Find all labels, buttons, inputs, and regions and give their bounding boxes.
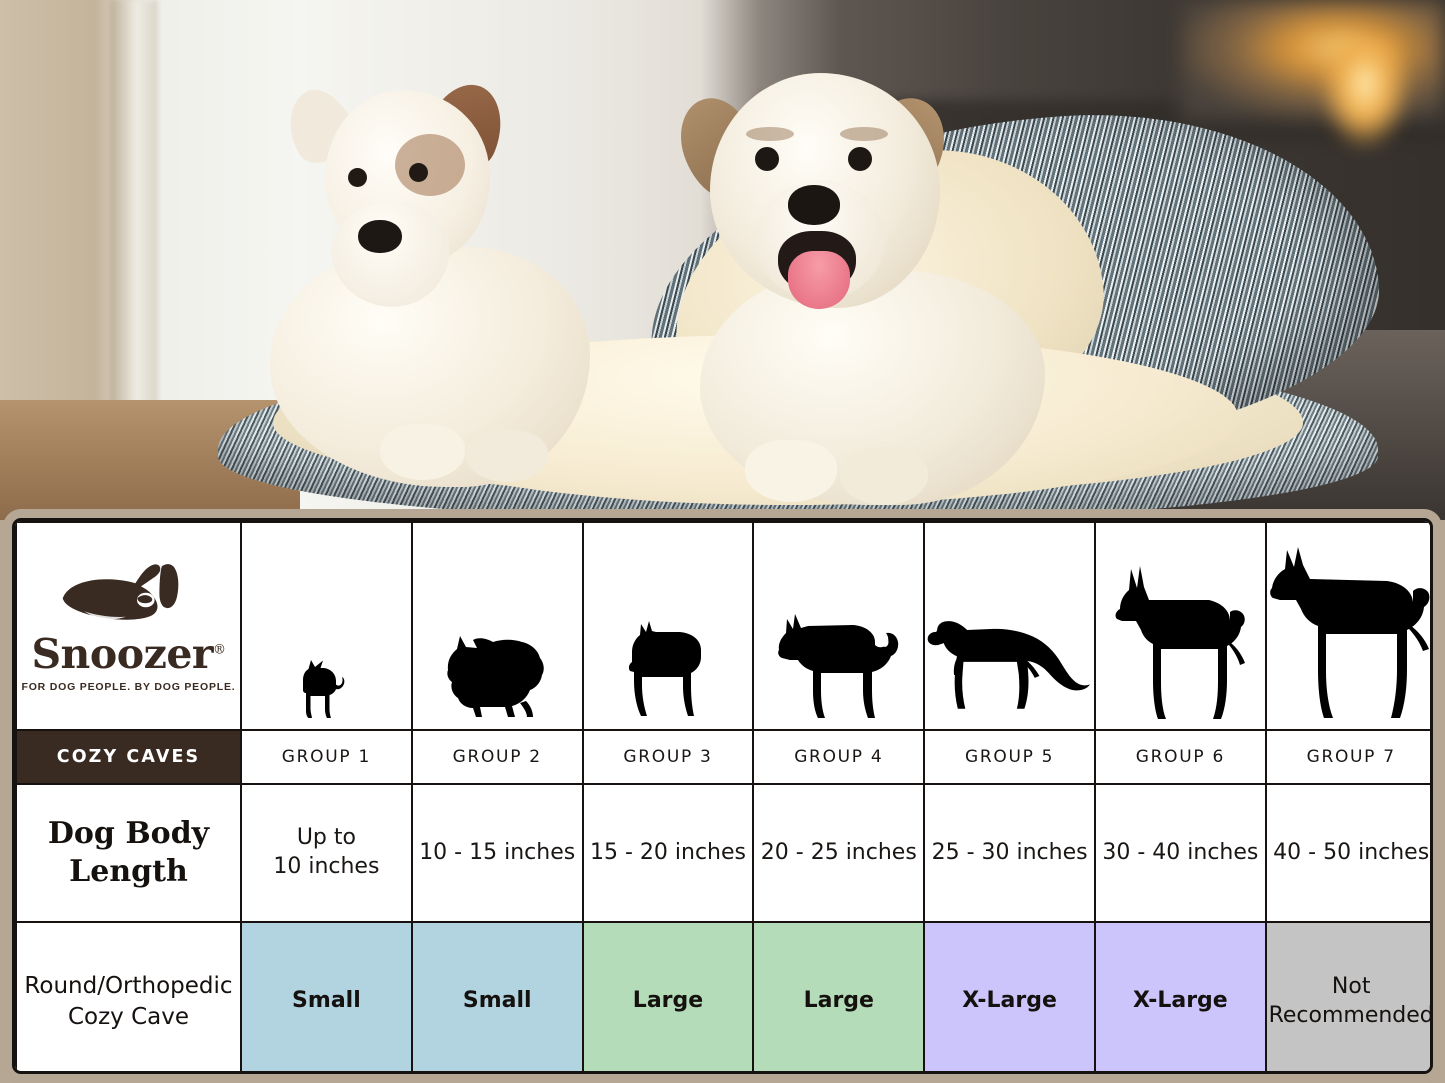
product-row-header: Round/Orthopedic Cozy Cave — [15, 921, 242, 1071]
body-length-value-3: 15 - 20 inches — [589, 839, 746, 865]
body-length-value-4: 20 - 25 inches — [760, 839, 917, 865]
size-chart-table-frame: Snoozer® FOR DOG PEOPLE. BY DOG PEOPLE. — [12, 518, 1433, 1074]
silhouette-cell-group-3 — [581, 521, 755, 731]
dog-right-paw — [745, 440, 837, 502]
body-length-cell-1: Up to 10 inches — [240, 783, 413, 923]
body-length-header-line-2: Length — [69, 854, 188, 889]
recommended-size-value-3: Large — [632, 988, 704, 1014]
golden-retriever-silhouette-icon — [927, 621, 1091, 709]
body-length-value-5: 25 - 30 inches — [931, 839, 1088, 865]
recommended-size-cell-3: Large — [581, 921, 755, 1071]
dog-left-nose — [358, 220, 402, 253]
brand-tagline: FOR DOG PEOPLE. BY DOG PEOPLE. — [21, 680, 236, 693]
dog-photo-right — [660, 55, 1060, 510]
recommended-size-value-4: Large — [803, 988, 874, 1014]
group-header-cell-5: GROUP 5 — [923, 729, 1096, 785]
body-length-value-7: 40 - 50 inches — [1273, 839, 1430, 865]
body-length-cell-5: 25 - 30 inches — [923, 783, 1096, 923]
group-label-row: COZY CAVES GROUP 1 GROUP 2 GROUP 3 GROUP… — [15, 729, 1430, 785]
cozy-caves-label: COZY CAVES — [56, 747, 201, 767]
flame-icon — [1320, 40, 1410, 150]
dog-right-paw — [840, 447, 928, 505]
product-header-line-1: Round/Orthopedic — [24, 973, 233, 1000]
recommended-size-cell-1: Small — [240, 921, 413, 1071]
dog-left-eye — [409, 163, 428, 182]
body-length-header-line-1: Dog Body — [47, 816, 210, 852]
brand-wordmark-text: Snoozer — [31, 629, 214, 678]
group-label-3: GROUP 3 — [623, 747, 713, 767]
recommended-size-cell-2: Small — [410, 921, 584, 1071]
dog-right-tongue — [788, 251, 850, 309]
brand-logo-cell: Snoozer® FOR DOG PEOPLE. BY DOG PEOPLE. — [15, 521, 242, 731]
snoozer-dog-logo-icon — [62, 563, 178, 620]
body-length-value-1-line-1: Up to — [296, 825, 356, 851]
body-length-value-2: 10 - 15 inches — [419, 839, 576, 865]
body-length-cell-3: 15 - 20 inches — [581, 783, 755, 923]
body-length-cell-7: 40 - 50 inches — [1264, 783, 1430, 923]
recommended-size-cell-4: Large — [752, 921, 926, 1071]
dog-right-brow — [746, 127, 794, 141]
body-length-cell-6: 30 - 40 inches — [1093, 783, 1267, 923]
silhouette-cell-group-7 — [1264, 521, 1430, 731]
brand-wordmark: Snoozer® — [31, 633, 226, 675]
recommended-size-cell-5: X-Large — [923, 921, 1096, 1071]
silhouette-cell-group-2 — [410, 521, 584, 731]
recommended-size-value-6: X-Large — [1133, 988, 1228, 1014]
group-label-7: GROUP 7 — [1306, 747, 1396, 767]
dog-right-eye — [755, 147, 779, 171]
recommended-size-value-2: Small — [462, 988, 532, 1014]
dog-right-brow — [840, 127, 888, 141]
group-header-cell-7: GROUP 7 — [1264, 729, 1430, 785]
group-header-cell-6: GROUP 6 — [1093, 729, 1267, 785]
recommended-size-cell-6: X-Large — [1093, 921, 1267, 1071]
body-length-value-1-line-2: 10 inches — [273, 854, 380, 879]
shiba-inu-silhouette-icon — [777, 614, 898, 718]
boston-terrier-silhouette-icon — [628, 621, 701, 716]
great-dane-silhouette-icon — [1270, 547, 1430, 718]
group-label-5: GROUP 5 — [964, 747, 1055, 767]
dog-left-paw — [466, 430, 548, 482]
recommended-size-value-7-line-1: Not — [1331, 973, 1371, 999]
doberman-silhouette-icon — [1115, 566, 1246, 719]
group-label-6: GROUP 6 — [1135, 747, 1225, 767]
dog-right-nose — [788, 185, 840, 225]
silhouette-cell-group-6 — [1093, 521, 1267, 731]
dog-photo-left — [270, 72, 590, 492]
group-header-cell-2: GROUP 2 — [410, 729, 584, 785]
recommended-size-row: Round/Orthopedic Cozy Cave Small Small L… — [15, 921, 1433, 1071]
recommended-size-cell-7: Not Recommended — [1264, 921, 1433, 1071]
hero-photo — [0, 0, 1445, 520]
body-length-row-header: Dog Body Length — [15, 783, 242, 923]
silhouette-cell-group-1 — [240, 521, 413, 731]
group-label-4: GROUP 4 — [794, 747, 884, 767]
body-length-cell-2: 10 - 15 inches — [410, 783, 584, 923]
silhouette-cell-group-5 — [923, 521, 1096, 731]
hero-door-frame — [110, 0, 158, 430]
chihuahua-silhouette-icon — [303, 660, 345, 718]
pomeranian-silhouette-icon — [447, 636, 544, 717]
group-header-cell-3: GROUP 3 — [581, 729, 755, 785]
group-label-1: GROUP 1 — [281, 747, 371, 767]
recommended-size-value-7-line-2: Recommended — [1268, 1002, 1433, 1028]
group-header-cell-1: GROUP 1 — [240, 729, 413, 785]
dog-left-paw — [380, 424, 465, 480]
silhouette-cell-group-4 — [752, 521, 926, 731]
recommended-size-value-1: Small — [292, 988, 361, 1014]
recommended-size-value-5: X-Large — [962, 988, 1057, 1014]
dog-left-eye — [348, 168, 367, 187]
body-length-value-6: 30 - 40 inches — [1102, 839, 1259, 865]
group-label-2: GROUP 2 — [452, 747, 542, 767]
dog-right-eye — [848, 147, 872, 171]
body-length-cell-4: 20 - 25 inches — [752, 783, 926, 923]
silhouette-row: Snoozer® FOR DOG PEOPLE. BY DOG PEOPLE. — [15, 521, 1430, 731]
body-length-row: Dog Body Length Up to 10 inches 10 - 15 … — [15, 783, 1430, 923]
group-header-cell-4: GROUP 4 — [752, 729, 926, 785]
product-line-label-cell: COZY CAVES — [15, 729, 242, 785]
size-chart-table: Snoozer® FOR DOG PEOPLE. BY DOG PEOPLE. — [15, 521, 1433, 1071]
product-header-line-2: Cozy Cave — [67, 1003, 190, 1030]
dog-left-eye-patch — [395, 134, 465, 196]
registered-trademark-icon: ® — [213, 641, 226, 657]
